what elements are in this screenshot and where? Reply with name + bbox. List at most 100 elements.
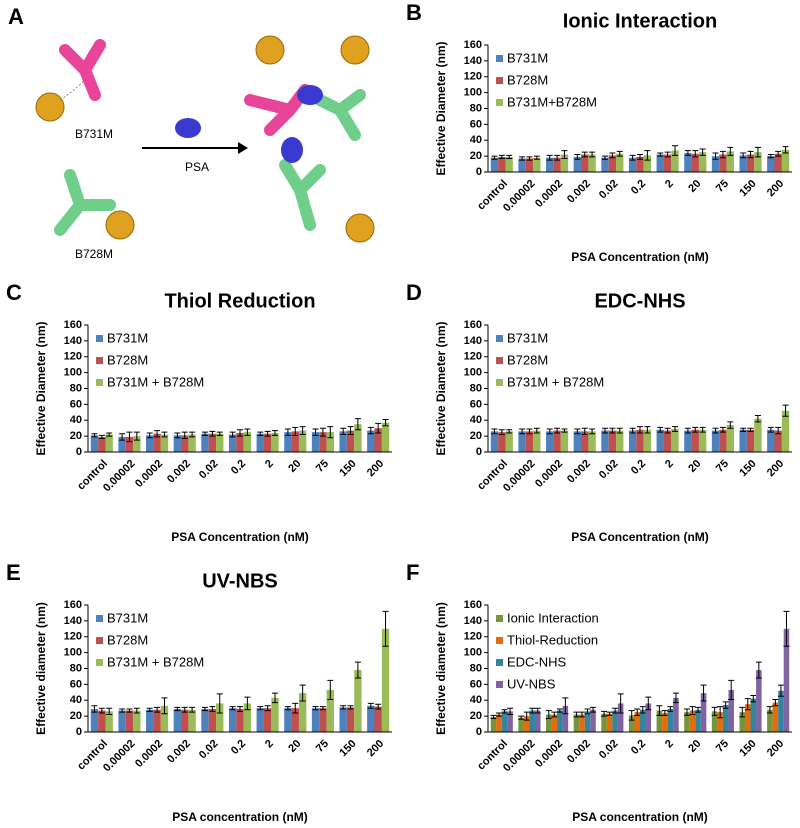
- y-tick-label: 40: [470, 694, 482, 706]
- error-bar: [347, 705, 354, 710]
- error-bar: [133, 431, 140, 441]
- bar: [533, 430, 541, 452]
- error-bar: [507, 707, 514, 716]
- legend-label: B728M: [507, 352, 548, 367]
- error-bar: [319, 706, 326, 711]
- bar: [90, 708, 99, 732]
- y-tick-label: 0: [76, 446, 82, 458]
- bar: [698, 152, 707, 172]
- gold-particle: [35, 92, 65, 122]
- bar: [628, 430, 637, 452]
- legend-label: B728M: [107, 352, 148, 367]
- error-bar: [181, 706, 188, 713]
- bar: [367, 705, 375, 732]
- y-tick-label: 60: [70, 398, 82, 410]
- error-bar: [237, 706, 243, 712]
- error-bar: [657, 426, 664, 433]
- legend-swatch: [496, 659, 503, 666]
- psa-molecule: [297, 85, 323, 105]
- bar: [263, 708, 272, 732]
- bar: [695, 709, 701, 732]
- error-bar: [712, 427, 719, 434]
- chart-panel: F Effective diameter (nm) PSA concentratio…: [406, 560, 792, 824]
- bar: [546, 157, 554, 172]
- bar: [628, 715, 635, 732]
- x-tick-label: 75: [314, 738, 331, 755]
- bar: [181, 435, 189, 452]
- y-tick-label: 20: [470, 710, 482, 722]
- legend-swatch: [96, 659, 103, 666]
- error-bar: [644, 426, 651, 434]
- bar: [319, 708, 327, 732]
- error-bar: [719, 426, 726, 433]
- bar: [560, 430, 569, 452]
- error-bar: [645, 696, 652, 711]
- bar: [562, 705, 569, 732]
- legend-label: B728M: [507, 72, 548, 87]
- bar: [498, 432, 506, 452]
- bar: [284, 432, 292, 452]
- bar: [533, 157, 541, 172]
- bar: [256, 708, 264, 732]
- error-bar: [639, 706, 646, 714]
- bar: [243, 432, 252, 452]
- x-tick-label: 0.2: [629, 738, 648, 757]
- y-tick-label: 140: [464, 55, 482, 67]
- error-bar: [664, 151, 671, 158]
- error-bar: [554, 154, 561, 161]
- error-bar: [216, 431, 223, 436]
- legend-label: UV-NBS: [507, 676, 556, 691]
- x-tick-label: 0.2: [229, 738, 248, 757]
- error-bar: [754, 146, 761, 158]
- error-bar: [767, 426, 774, 433]
- bar: [553, 430, 561, 452]
- bar: [90, 435, 99, 452]
- bar: [216, 433, 224, 452]
- error-bar: [722, 701, 729, 709]
- bar: [588, 431, 596, 452]
- bar: [656, 710, 663, 732]
- linker: [59, 79, 86, 101]
- bar: [698, 429, 707, 452]
- error-bar: [747, 427, 754, 432]
- error-bar: [519, 156, 526, 161]
- y-tick-label: 160: [464, 319, 482, 331]
- error-bar: [529, 707, 536, 714]
- error-bar: [312, 706, 319, 711]
- error-bar: [700, 684, 707, 702]
- x-tick-label: 2: [663, 178, 676, 191]
- bar: [346, 707, 355, 732]
- bar: [663, 430, 672, 452]
- bar: [311, 432, 320, 452]
- bar: [746, 429, 755, 452]
- diagram: A B731M B728M PSA: [8, 4, 375, 261]
- error-bar: [616, 150, 623, 157]
- bar: [153, 433, 161, 452]
- error-bar: [581, 151, 588, 158]
- x-tick-label: 20: [686, 738, 703, 755]
- error-bar: [133, 707, 140, 714]
- x-tick-label: 150: [337, 738, 358, 759]
- legend-swatch: [96, 379, 103, 386]
- chart-title: EDC-NHS: [594, 290, 685, 312]
- error-bar: [717, 706, 724, 719]
- y-tick-label: 20: [70, 430, 82, 442]
- y-axis-label: Effective diameter (nm): [434, 602, 448, 735]
- bar: [691, 429, 699, 452]
- bar: [133, 436, 141, 452]
- y-axis-label: Effective Diameter (nm): [434, 41, 448, 175]
- bar: [584, 711, 591, 732]
- x-axis-label: PSA concentration (nM): [172, 810, 308, 824]
- bar: [518, 717, 524, 732]
- bar: [216, 703, 224, 732]
- error-bar: [299, 684, 306, 702]
- error-bar: [340, 705, 347, 710]
- y-tick-label: 20: [470, 430, 482, 442]
- legend-label: B731M+B728M: [507, 94, 597, 109]
- error-bar: [601, 427, 608, 434]
- error-bar: [533, 155, 540, 160]
- bar: [684, 152, 692, 172]
- error-bar: [496, 712, 503, 717]
- panel-label: A: [8, 4, 24, 29]
- error-bar: [581, 427, 588, 436]
